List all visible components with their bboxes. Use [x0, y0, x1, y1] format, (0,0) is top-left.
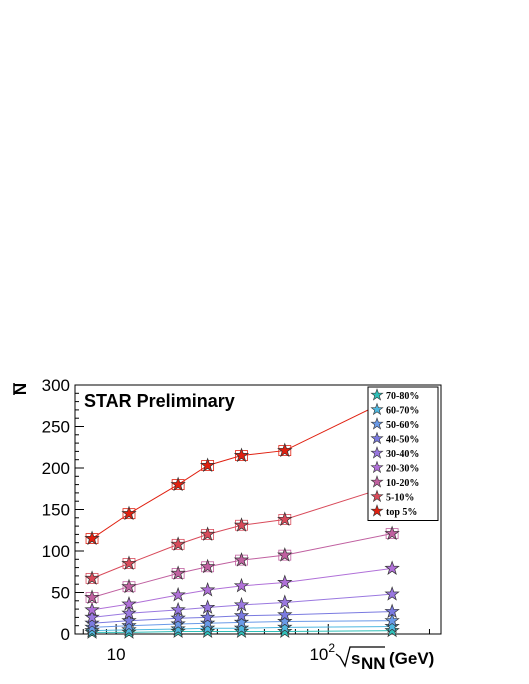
data-point-star	[170, 601, 186, 617]
data-point-star	[277, 442, 293, 458]
data-point-star	[170, 610, 186, 625]
data-point-star	[277, 606, 293, 622]
legend-marker-star	[370, 402, 384, 416]
data-point-star	[233, 577, 250, 593]
data-point-star	[277, 619, 293, 634]
data-point-star	[233, 517, 250, 532]
data-point-star	[84, 570, 100, 585]
y-axis-title: N	[11, 383, 30, 395]
data-point-star	[233, 596, 250, 612]
data-point-star	[233, 607, 250, 623]
data-point-star	[84, 615, 100, 630]
y-tick-label: 50	[51, 584, 70, 603]
legend-label: top 5%	[386, 507, 417, 518]
data-point-star	[277, 594, 293, 609]
data-point-star	[384, 622, 400, 638]
data-point-star	[199, 558, 216, 574]
axes: 0 50 100 150 200 250 300 10 102	[42, 376, 442, 664]
data-point-star	[384, 612, 400, 628]
legend-label: 40-50%	[386, 435, 419, 446]
data-point-star	[384, 586, 400, 601]
y-tick-label: 200	[42, 459, 70, 478]
legend-marker-star	[370, 475, 384, 488]
data-point-star	[199, 457, 216, 473]
data-point-star	[84, 609, 100, 624]
x-tick-label: 102	[309, 641, 335, 664]
data-point-star	[199, 615, 216, 630]
legend-label: 20-30%	[386, 464, 419, 475]
legend-marker-star	[370, 489, 384, 503]
data-point-star	[384, 525, 400, 541]
series-line	[91, 397, 393, 539]
series-line	[91, 484, 393, 579]
series-markers	[84, 390, 400, 639]
axis-titles: Ns NN (GeV)	[11, 383, 434, 673]
legend-label: 60-70%	[386, 406, 419, 417]
data-point-star	[233, 552, 250, 567]
data-point-star	[170, 565, 186, 580]
series-lines	[91, 397, 393, 633]
y-tick-label: 150	[42, 501, 70, 520]
data-point-star	[277, 623, 293, 639]
data-point-star	[277, 613, 293, 629]
data-point-star	[384, 560, 400, 575]
sqrt-sign	[335, 646, 385, 668]
data-point-star	[121, 605, 137, 620]
data-point-star	[233, 620, 250, 635]
data-point-star	[170, 615, 186, 631]
data-point-star	[277, 547, 293, 562]
legend-marker-star	[370, 446, 384, 459]
data-point-star	[170, 476, 186, 492]
legend: 70-80% 60-70% 50-60% 40-50% 30-40% 20-30% 10-2…	[367, 386, 439, 521]
data-point-star	[199, 620, 216, 635]
legend-label: 10-20%	[386, 478, 419, 489]
data-point-star	[170, 536, 186, 551]
data-point-star	[170, 620, 186, 636]
legend-marker-star	[370, 431, 384, 445]
data-point-star	[384, 618, 400, 634]
y-tick-label: 250	[42, 418, 70, 437]
data-point-star	[84, 601, 100, 617]
legend-label: 30-40%	[386, 449, 419, 460]
x-axis-title-s: s	[351, 649, 360, 668]
data-point-star	[199, 526, 216, 541]
data-point-star	[121, 555, 137, 570]
data-point-star	[121, 612, 137, 628]
legend-label: 5-10%	[386, 493, 414, 504]
y-tick-label: 0	[61, 625, 70, 644]
data-point-star	[84, 530, 100, 546]
data-point-star	[233, 614, 250, 629]
legend-marker-star	[370, 417, 384, 430]
data-point-star	[277, 574, 293, 590]
data-point-star	[199, 609, 216, 624]
data-point-star	[170, 586, 186, 602]
data-point-star	[121, 621, 137, 637]
data-point-star	[121, 617, 137, 633]
legend-marker-star	[370, 388, 384, 401]
legend-marker-star	[370, 504, 384, 517]
data-point-star	[233, 447, 250, 463]
data-point-star	[199, 581, 216, 597]
data-point-star	[199, 599, 216, 614]
data-point-star	[84, 619, 100, 634]
x-axis-title-sub: NN	[361, 654, 386, 673]
data-point-star	[277, 511, 293, 526]
data-point-star	[121, 596, 137, 611]
y-tick-label: 100	[42, 542, 70, 561]
annotation-text: STAR Preliminary	[84, 391, 235, 411]
y-tick-label: 300	[42, 376, 70, 395]
data-point-star	[121, 505, 137, 521]
x-tick-label: 10	[107, 645, 126, 664]
legend-marker-star	[370, 460, 384, 474]
data-point-star	[84, 589, 100, 605]
data-point-star	[121, 578, 137, 594]
legend-label: 70-80%	[386, 391, 419, 402]
legend-label: 50-60%	[386, 420, 419, 431]
x-axis-title-unit: (GeV)	[389, 649, 434, 668]
data-point-star	[384, 603, 400, 619]
